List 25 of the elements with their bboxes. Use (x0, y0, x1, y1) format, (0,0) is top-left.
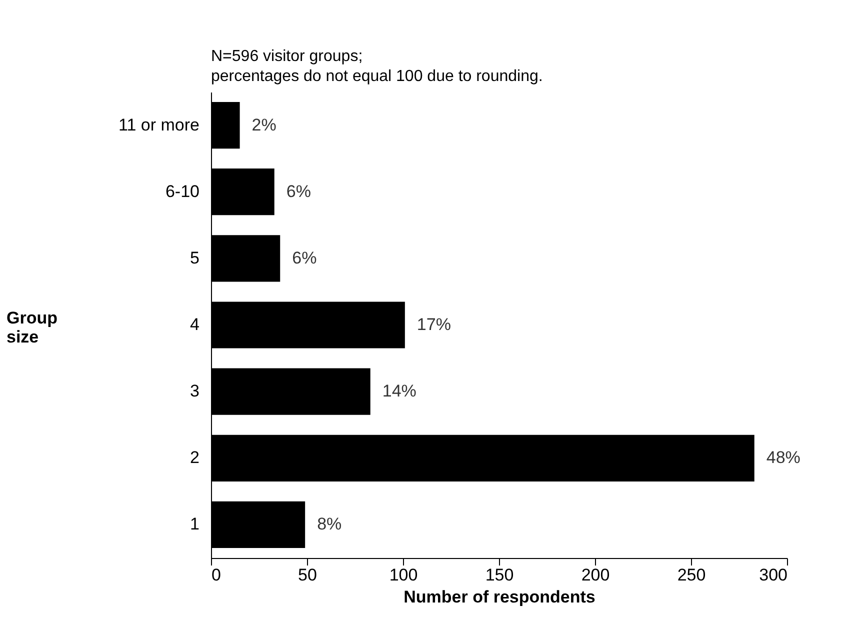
y-tick-label: 3 (190, 382, 200, 401)
x-tick-label: 250 (677, 566, 706, 584)
x-tick-label: 200 (581, 566, 610, 584)
annotation: 6% (286, 182, 311, 201)
y-tick-label: 2 (190, 448, 200, 468)
x-tick-label: 0 (212, 566, 221, 584)
annotation: 17% (416, 315, 451, 334)
annotation: 8% (317, 514, 342, 534)
y-tick-label: 5 (190, 248, 200, 268)
x-tick-label: 150 (485, 566, 514, 584)
chart-title: N=596 visitor groups; (211, 48, 363, 65)
chart-subtitle: percentages do not equal 100 due to rounding. (211, 68, 543, 85)
x-tick-label: 50 (298, 566, 317, 584)
x-axis-title: Number of respondents (404, 588, 596, 606)
y-axis-title: Group size (6, 308, 58, 346)
annotation: 48% (766, 448, 800, 468)
x-tick-label: 100 (389, 566, 418, 584)
y-tick-label: 1 (190, 514, 200, 534)
annotation: 14% (382, 382, 416, 401)
y-tick-label: 6-10 (165, 182, 200, 201)
y-tick-label: 4 (190, 315, 200, 334)
annotation: 2% (252, 115, 276, 134)
annotation: 6% (292, 248, 317, 268)
y-tick-label: 11 or more (118, 115, 200, 134)
x-tick-label: 300 (759, 566, 788, 584)
